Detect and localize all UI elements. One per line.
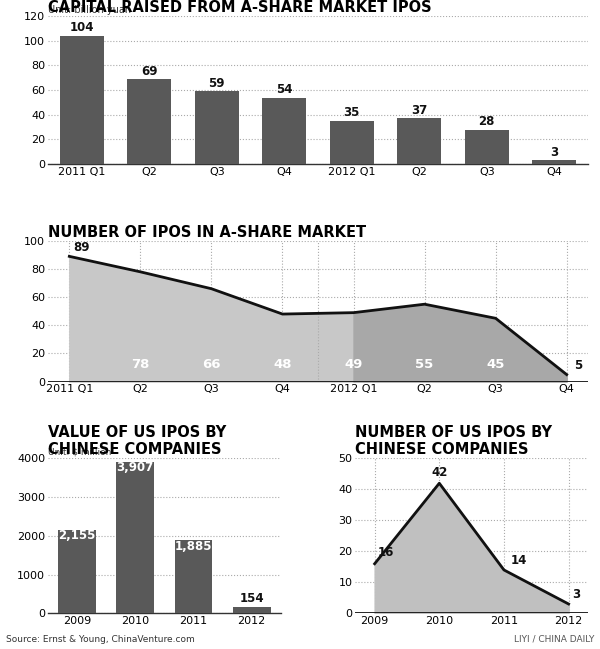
Text: 42: 42	[431, 465, 448, 478]
Text: 54: 54	[276, 83, 293, 96]
Text: 2,155: 2,155	[58, 529, 96, 542]
Text: 45: 45	[487, 358, 505, 371]
Bar	[262, 97, 306, 164]
Text: 89: 89	[73, 241, 89, 254]
Text: VALUE OF US IPOS BY
CHINESE COMPANIES: VALUE OF US IPOS BY CHINESE COMPANIES	[48, 425, 226, 458]
Text: 5: 5	[574, 360, 582, 373]
Bar	[175, 541, 212, 613]
Text: CAPITAL RAISED FROM A-SHARE MARKET IPOS: CAPITAL RAISED FROM A-SHARE MARKET IPOS	[48, 0, 431, 15]
Bar	[58, 530, 96, 613]
Bar	[195, 92, 239, 164]
Text: 3: 3	[550, 146, 559, 159]
Text: 69: 69	[141, 64, 157, 78]
Text: 104: 104	[70, 21, 94, 34]
Text: 55: 55	[415, 358, 434, 371]
Text: 59: 59	[209, 77, 225, 90]
Text: 3: 3	[572, 588, 580, 601]
Text: 154: 154	[239, 592, 264, 605]
Text: Unit: billion yuan: Unit: billion yuan	[48, 5, 131, 16]
Text: 28: 28	[479, 115, 495, 128]
Bar	[60, 36, 104, 164]
Text: Unit: $ million: Unit: $ million	[48, 448, 112, 457]
Bar	[127, 79, 171, 164]
Bar	[233, 607, 271, 613]
Text: 37: 37	[411, 104, 427, 117]
Text: 3,907: 3,907	[116, 461, 154, 474]
Bar	[397, 119, 441, 164]
Text: 48: 48	[273, 358, 292, 371]
Bar	[532, 160, 576, 164]
Text: 78: 78	[131, 358, 149, 371]
Text: 66: 66	[202, 358, 221, 371]
Bar	[330, 121, 374, 164]
Text: 1,885: 1,885	[175, 540, 212, 553]
Text: 16: 16	[378, 546, 394, 559]
Text: 14: 14	[511, 554, 527, 567]
Text: 49: 49	[344, 358, 363, 371]
Text: NUMBER OF US IPOS BY
CHINESE COMPANIES: NUMBER OF US IPOS BY CHINESE COMPANIES	[355, 425, 552, 458]
Bar	[116, 462, 154, 613]
Bar	[465, 130, 509, 164]
Text: NUMBER OF IPOS IN A-SHARE MARKET: NUMBER OF IPOS IN A-SHARE MARKET	[48, 225, 366, 239]
Text: LIYI / CHINA DAILY: LIYI / CHINA DAILY	[514, 635, 594, 644]
Text: 35: 35	[344, 106, 360, 119]
Text: Source: Ernst & Young, ChinaVenture.com: Source: Ernst & Young, ChinaVenture.com	[6, 635, 195, 644]
